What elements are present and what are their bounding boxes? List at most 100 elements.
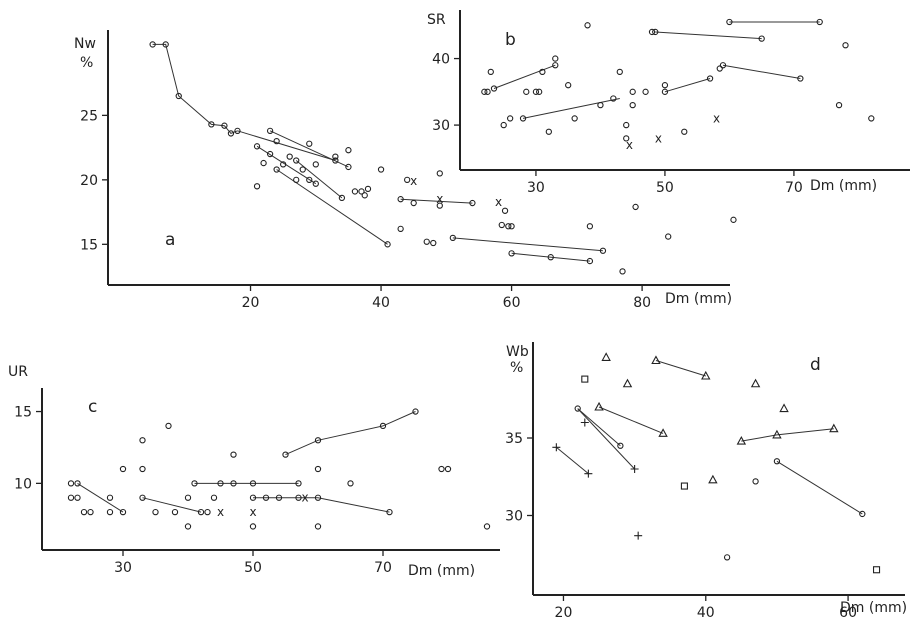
data-point <box>597 101 604 109</box>
data-point <box>295 494 302 501</box>
data-point <box>501 207 509 214</box>
data-point <box>217 480 224 487</box>
x-tick-label: 30 <box>114 560 132 576</box>
data-point <box>536 88 543 95</box>
data-point <box>616 68 623 76</box>
y-tick-label: 20 <box>80 173 98 189</box>
series-line <box>493 64 556 89</box>
x-tick-label: 30 <box>527 180 545 196</box>
data-point <box>412 408 419 415</box>
data-point <box>680 482 688 490</box>
data-point <box>750 378 761 388</box>
data-point <box>286 153 293 160</box>
series-line <box>555 446 589 474</box>
data-point <box>253 143 261 150</box>
data-point <box>227 130 235 137</box>
panel-c: 30 50 70 10 15 UR Dm (mm) c x x x <box>8 364 500 579</box>
series-line <box>269 130 349 168</box>
data-point: x <box>655 131 662 145</box>
data-point <box>571 115 578 122</box>
data-point <box>574 405 581 412</box>
y-tick-label: 40 <box>432 52 450 68</box>
data-point <box>332 157 339 164</box>
data-point <box>835 101 843 109</box>
data-point <box>523 88 530 95</box>
data-point <box>552 62 559 69</box>
data-point: x <box>713 111 720 125</box>
data-point: x <box>301 491 308 505</box>
data-point <box>706 75 714 82</box>
data-point <box>648 28 656 36</box>
x-tick-label: 40 <box>697 605 715 621</box>
data-point <box>594 401 604 411</box>
data-point <box>430 239 437 247</box>
data-point <box>332 153 339 160</box>
series-line <box>295 160 343 199</box>
y-axis-unit: % <box>510 360 523 376</box>
panel-b: 30 50 70 30 40 SR Dm (mm) b x x x <box>427 10 910 196</box>
data-point <box>293 176 300 183</box>
data-point <box>436 202 443 209</box>
data-point <box>632 203 639 211</box>
data-point <box>74 494 81 501</box>
data-point <box>500 121 507 129</box>
data-point <box>139 494 146 501</box>
data-point <box>87 508 94 516</box>
data-point <box>67 480 75 487</box>
series-line <box>256 145 317 185</box>
data-point <box>816 18 823 26</box>
x-tick-label: 80 <box>633 295 651 311</box>
data-point: x <box>217 505 224 519</box>
data-point <box>469 199 476 207</box>
data-point <box>508 250 515 257</box>
data-point <box>386 508 393 516</box>
data-point <box>726 18 733 26</box>
panel-label: d <box>810 355 821 375</box>
data-point <box>295 480 302 487</box>
data-point <box>547 254 554 261</box>
data-point <box>351 188 359 195</box>
data-point: x <box>410 174 417 188</box>
series-line <box>522 98 620 119</box>
data-point <box>410 199 417 207</box>
data-point <box>347 480 354 487</box>
data-point <box>119 465 127 473</box>
data-point <box>584 22 591 29</box>
y-axis-label: Wb <box>506 344 529 360</box>
data-point <box>484 88 491 95</box>
data-point <box>586 223 594 230</box>
data-point <box>165 422 172 430</box>
data-point <box>752 478 759 485</box>
y-axis-label: Nw <box>74 36 96 52</box>
data-point <box>519 115 527 122</box>
x-tick-label: 50 <box>244 560 262 576</box>
data-point <box>438 465 445 473</box>
data-point <box>314 523 322 530</box>
data-point <box>149 41 156 48</box>
data-point <box>629 101 636 109</box>
x-axis-label: Dm (mm) <box>840 600 907 616</box>
panel-d: 20 40 60 30 35 Wb% Dm (mm) d <box>505 342 907 621</box>
data-point <box>665 233 672 240</box>
data-point <box>280 161 287 168</box>
data-point <box>868 115 875 122</box>
data-point <box>505 223 512 230</box>
series-line <box>655 31 762 40</box>
data-point <box>545 128 552 135</box>
series-line <box>400 198 473 204</box>
data-point <box>379 422 387 430</box>
data-point <box>617 442 624 449</box>
data-point <box>249 494 257 501</box>
data-point <box>652 28 659 36</box>
data-point <box>234 127 241 134</box>
data-point <box>361 192 368 199</box>
x-tick-label: 60 <box>839 605 857 621</box>
data-point <box>481 88 488 95</box>
data-point <box>630 465 639 473</box>
data-point <box>508 223 515 230</box>
data-point <box>449 234 456 242</box>
x-tick-label: 20 <box>242 295 260 311</box>
data-point <box>716 65 723 72</box>
y-tick-label: 15 <box>14 405 32 421</box>
series-line <box>577 408 621 447</box>
